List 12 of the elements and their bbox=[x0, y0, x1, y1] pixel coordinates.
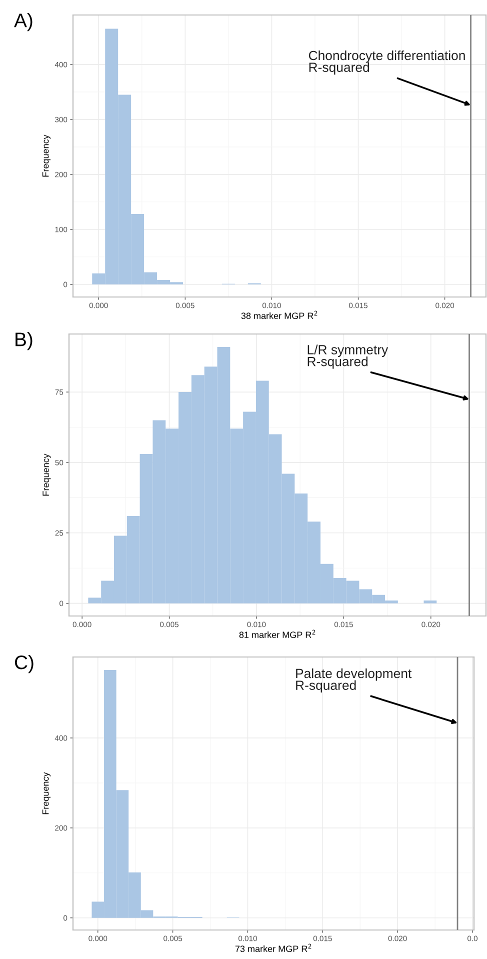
x-axis-title: 81 marker MGP R$^{2}$ bbox=[239, 630, 316, 638]
y-axis-title: Frequency bbox=[42, 454, 51, 496]
x-axis-title: 38 marker MGP R$^{2}$ bbox=[241, 310, 318, 320]
y-axis-title: Frequency bbox=[42, 772, 51, 814]
chart-title: A) bbox=[14, 13, 32, 32]
annotation: Chondrocyte differentiation R-squared bbox=[308, 50, 465, 75]
y-axis-title: Frequency bbox=[42, 134, 51, 177]
chart-title: B) bbox=[16, 332, 32, 350]
annotation: L/R symmetry R-squared bbox=[308, 344, 388, 369]
annotation: Palate development R-squared bbox=[296, 668, 412, 693]
chart-title: C) bbox=[14, 655, 34, 674]
x-axis-title: 73 marker MGP R$^{2}$ bbox=[235, 944, 312, 952]
